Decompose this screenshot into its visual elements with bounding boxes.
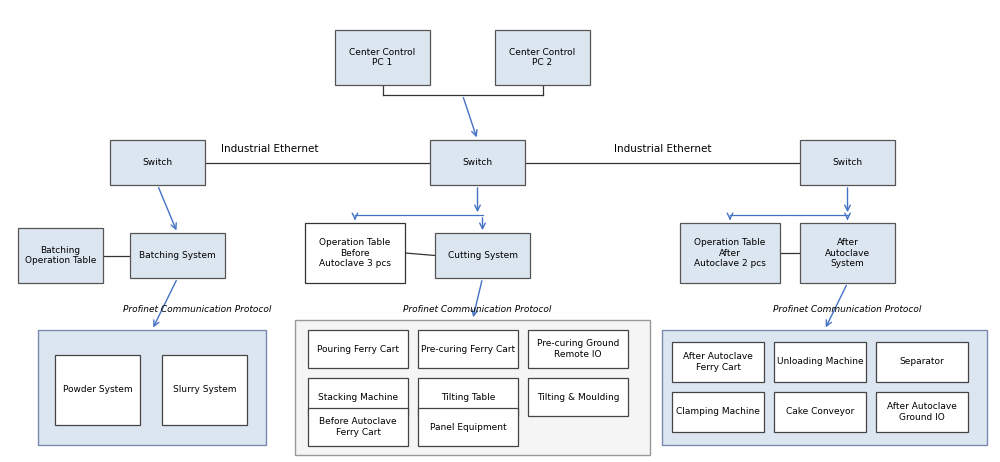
Text: Switch: Switch [142, 158, 173, 167]
Text: Separator: Separator [900, 358, 944, 366]
Text: Operation Table
After
Autoclave 2 pcs: Operation Table After Autoclave 2 pcs [694, 238, 766, 268]
Text: Center Control
PC 2: Center Control PC 2 [509, 48, 576, 67]
FancyBboxPatch shape [680, 223, 780, 283]
Text: Tilting Table: Tilting Table [441, 393, 495, 401]
FancyBboxPatch shape [308, 330, 408, 368]
FancyBboxPatch shape [335, 30, 430, 85]
FancyBboxPatch shape [528, 378, 628, 416]
Text: Profinet Communication Protocol: Profinet Communication Protocol [403, 305, 551, 315]
FancyBboxPatch shape [305, 223, 405, 283]
FancyBboxPatch shape [774, 342, 866, 382]
Text: Unloading Machine: Unloading Machine [777, 358, 863, 366]
Text: Powder System: Powder System [63, 385, 132, 395]
Text: Industrial Ethernet: Industrial Ethernet [221, 145, 319, 154]
Text: Profinet Communication Protocol: Profinet Communication Protocol [123, 305, 271, 315]
FancyBboxPatch shape [162, 355, 247, 425]
Text: Pre-curing Ferry Cart: Pre-curing Ferry Cart [421, 345, 515, 353]
FancyBboxPatch shape [110, 140, 205, 185]
FancyBboxPatch shape [55, 355, 140, 425]
FancyBboxPatch shape [38, 330, 266, 445]
FancyBboxPatch shape [295, 320, 650, 455]
Text: Profinet Communication Protocol: Profinet Communication Protocol [773, 305, 921, 315]
FancyBboxPatch shape [662, 330, 987, 445]
Text: Switch: Switch [832, 158, 863, 167]
Text: Industrial Ethernet: Industrial Ethernet [614, 145, 712, 154]
FancyBboxPatch shape [495, 30, 590, 85]
FancyBboxPatch shape [672, 392, 764, 432]
FancyBboxPatch shape [800, 140, 895, 185]
Text: Operation Table
Before
Autoclave 3 pcs: Operation Table Before Autoclave 3 pcs [319, 238, 391, 268]
FancyBboxPatch shape [800, 223, 895, 283]
FancyBboxPatch shape [308, 408, 408, 446]
Text: After Autoclave
Ferry Cart: After Autoclave Ferry Cart [683, 353, 753, 372]
Text: Tilting & Moulding: Tilting & Moulding [537, 393, 619, 401]
FancyBboxPatch shape [876, 342, 968, 382]
Text: Batching System: Batching System [139, 251, 216, 260]
Text: Stacking Machine: Stacking Machine [318, 393, 398, 401]
FancyBboxPatch shape [18, 228, 103, 283]
Text: Cutting System: Cutting System [448, 251, 518, 260]
FancyBboxPatch shape [418, 378, 518, 416]
Text: Slurry System: Slurry System [173, 385, 236, 395]
Text: After
Autoclave
System: After Autoclave System [825, 238, 870, 268]
FancyBboxPatch shape [308, 378, 408, 416]
Text: Pre-curing Ground
Remote IO: Pre-curing Ground Remote IO [537, 339, 619, 359]
Text: Panel Equipment: Panel Equipment [430, 423, 506, 432]
Text: Cake Conveyor: Cake Conveyor [786, 407, 854, 417]
Text: Clamping Machine: Clamping Machine [676, 407, 760, 417]
FancyBboxPatch shape [672, 342, 764, 382]
Text: Center Control
PC 1: Center Control PC 1 [349, 48, 416, 67]
FancyBboxPatch shape [435, 233, 530, 278]
Text: Batching
Operation Table: Batching Operation Table [25, 246, 96, 265]
FancyBboxPatch shape [418, 408, 518, 446]
FancyBboxPatch shape [430, 140, 525, 185]
Text: Before Autoclave
Ferry Cart: Before Autoclave Ferry Cart [319, 417, 397, 437]
Text: Switch: Switch [462, 158, 493, 167]
Text: Pouring Ferry Cart: Pouring Ferry Cart [317, 345, 399, 353]
FancyBboxPatch shape [418, 330, 518, 368]
FancyBboxPatch shape [528, 330, 628, 368]
FancyBboxPatch shape [130, 233, 225, 278]
FancyBboxPatch shape [876, 392, 968, 432]
Text: After Autoclave
Ground IO: After Autoclave Ground IO [887, 402, 957, 422]
FancyBboxPatch shape [774, 392, 866, 432]
